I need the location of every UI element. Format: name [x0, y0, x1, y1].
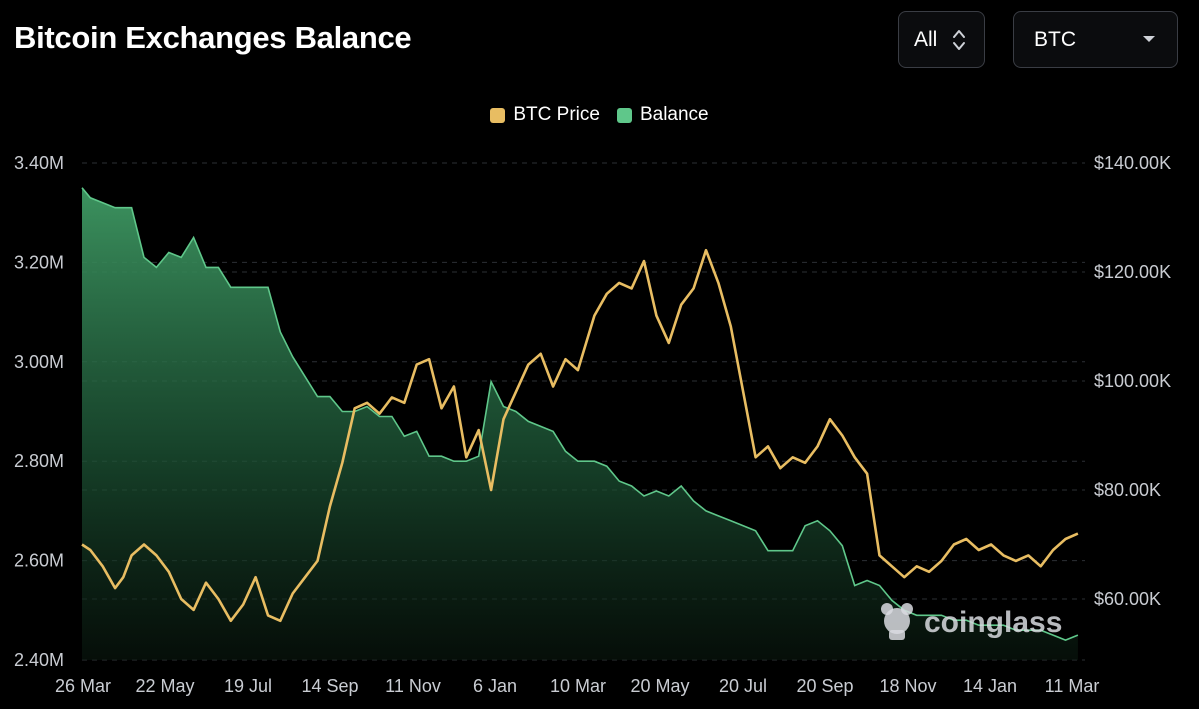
- asset-selector[interactable]: BTC: [1013, 11, 1178, 68]
- legend-swatch-btc-price: [490, 107, 506, 123]
- coinglass-logo-icon: [881, 603, 913, 640]
- left-axis-tick-label: 3.40M: [14, 153, 64, 173]
- legend-item-balance[interactable]: Balance: [616, 104, 709, 126]
- x-axis-tick-label: 6 Jan: [473, 676, 517, 696]
- chart-legend: BTC Price Balance: [0, 104, 1199, 126]
- x-axis-tick-label: 11 Mar: [1045, 676, 1100, 696]
- watermark: coinglass: [881, 603, 1062, 640]
- x-axis-tick-label: 11 Nov: [385, 676, 441, 696]
- asset-selector-value: BTC: [1034, 27, 1076, 51]
- x-axis-tick-label: 20 May: [630, 676, 689, 696]
- caret-down-icon: [1143, 36, 1155, 42]
- right-axis-tick-label: $100.00K: [1094, 371, 1171, 391]
- legend-label-balance: Balance: [639, 104, 709, 125]
- x-axis-tick-label: 20 Sep: [796, 676, 853, 696]
- watermark-text: coinglass: [924, 606, 1062, 639]
- x-axis-tick-label: 10 Mar: [550, 676, 606, 696]
- right-axis-tick-label: $80.00K: [1094, 480, 1161, 500]
- page-title: Bitcoin Exchanges Balance: [14, 20, 412, 55]
- x-axis-tick-label: 22 May: [135, 676, 194, 696]
- x-axis-tick-label: 19 Jul: [224, 676, 272, 696]
- legend-label-btc-price: BTC Price: [513, 104, 600, 125]
- left-axis: 3.40M 3.20M 3.00M 2.80M 2.60M 2.40M: [14, 153, 64, 670]
- right-axis-tick-label: $140.00K: [1094, 153, 1171, 173]
- x-axis-tick-label: 26 Mar: [55, 676, 111, 696]
- x-axis-tick-label: 18 Nov: [879, 676, 936, 696]
- left-axis-tick-label: 2.40M: [14, 650, 64, 670]
- left-axis-tick-label: 2.60M: [14, 551, 64, 571]
- x-axis: 26 Mar 22 May 19 Jul 14 Sep 11 Nov 6 Jan 10 Ma…: [55, 676, 1099, 696]
- legend-item-btc-price[interactable]: BTC Price: [490, 104, 600, 126]
- balance-area-fill: [82, 187, 1078, 661]
- right-axis: $140.00K $120.00K $100.00K $80.00K $60.00K: [1094, 153, 1171, 609]
- left-axis-tick-label: 3.20M: [14, 252, 64, 272]
- legend-swatch-balance: [616, 107, 632, 123]
- btc-price-series: [81, 248, 1079, 623]
- right-axis-tick-label: $60.00K: [1094, 589, 1161, 609]
- x-axis-tick-label: 20 Jul: [719, 676, 767, 696]
- x-axis-tick-label: 14 Jan: [963, 676, 1017, 696]
- btc-price-line: [81, 248, 1079, 623]
- x-axis-tick-label: 14 Sep: [301, 676, 358, 696]
- left-axis-tick-label: 2.80M: [14, 451, 64, 471]
- left-axis-tick-label: 3.00M: [14, 352, 64, 372]
- balance-series: [81, 187, 1079, 661]
- range-selector[interactable]: All: [898, 11, 985, 68]
- range-selector-value: All: [914, 27, 938, 51]
- right-axis-tick-label: $120.00K: [1094, 262, 1171, 282]
- up-down-chevron-icon: [953, 30, 965, 50]
